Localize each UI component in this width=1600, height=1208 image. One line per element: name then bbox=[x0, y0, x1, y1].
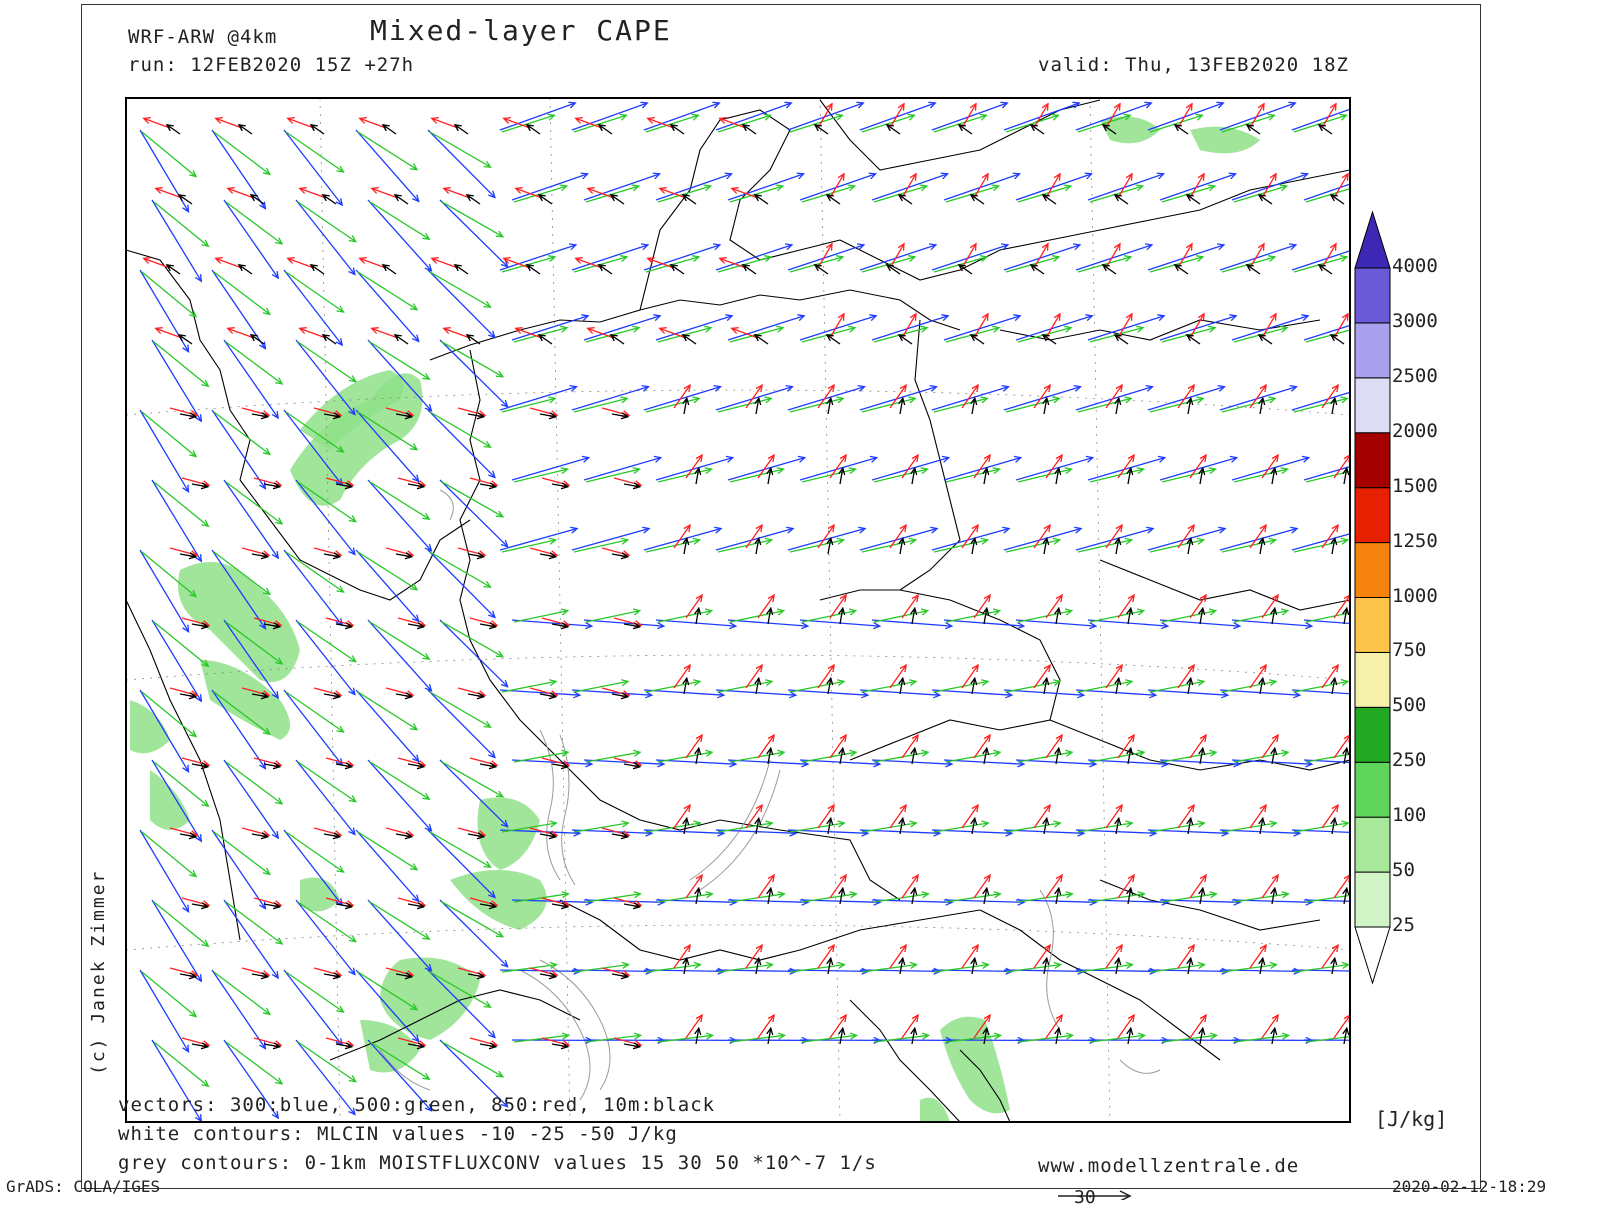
colorbar-tick-label: 3000 bbox=[1392, 310, 1438, 332]
colorbar-segment bbox=[1355, 817, 1390, 872]
colorbar-segment bbox=[1355, 268, 1390, 323]
colorbar-segment bbox=[1355, 378, 1390, 433]
legend-white-contours: white contours: MLCIN values -10 -25 -50… bbox=[118, 1123, 678, 1145]
colorbar-segment bbox=[1355, 872, 1390, 927]
wind-vector-head bbox=[1378, 1037, 1384, 1043]
colorbar-tick-label: 2000 bbox=[1392, 420, 1438, 442]
wind-vector-head bbox=[1354, 1033, 1361, 1039]
legend-grey-contours: grey contours: 0-1km MOISTFLUXCONV value… bbox=[118, 1152, 877, 1174]
colorbar-tick-label: 100 bbox=[1392, 804, 1426, 826]
colorbar-unit: [J/kg] bbox=[1375, 1107, 1447, 1131]
colorbar-segment bbox=[1355, 762, 1390, 817]
colorbar-high-triangle bbox=[1355, 212, 1390, 268]
colorbar-tick-label: 25 bbox=[1392, 914, 1415, 936]
timestamp-label: 2020-02-12-18:29 bbox=[1392, 1177, 1546, 1196]
credit-label: (c) Janek Zimmer bbox=[88, 870, 109, 1075]
vector-scale-value: 30 bbox=[1074, 1187, 1096, 1208]
colorbar-segment bbox=[1355, 598, 1390, 653]
colorbar-tick-label: 500 bbox=[1392, 694, 1426, 716]
wind-vector-head bbox=[1373, 173, 1380, 179]
colorbar-low-triangle bbox=[1355, 927, 1390, 983]
colorbar-tick-label: 250 bbox=[1392, 749, 1426, 771]
colorbar-segment bbox=[1355, 323, 1390, 378]
legend-vectors: vectors: 300:blue, 500:green, 850:red, 1… bbox=[118, 1094, 715, 1116]
wind-vector-head bbox=[1360, 102, 1367, 108]
website-label: www.modellzentrale.de bbox=[1038, 1155, 1299, 1177]
colorbar-segment bbox=[1355, 652, 1390, 707]
colorbar-tick-label: 1500 bbox=[1392, 475, 1438, 497]
colorbar-segment bbox=[1355, 707, 1390, 762]
colorbar-segment bbox=[1355, 543, 1390, 598]
colorbar-tick-label: 1250 bbox=[1392, 530, 1438, 552]
software-label: GrADS: COLA/IGES bbox=[6, 1177, 160, 1196]
colorbar-tick-label: 4000 bbox=[1392, 255, 1438, 277]
colorbar bbox=[1355, 212, 1390, 983]
colorbar-tick-label: 750 bbox=[1392, 639, 1426, 661]
colorbar-tick-label: 1000 bbox=[1392, 585, 1438, 607]
colorbar-segment bbox=[1355, 433, 1390, 488]
colorbar-segment bbox=[1355, 488, 1390, 543]
colorbar-tick-label: 2500 bbox=[1392, 365, 1438, 387]
wind-vector-head bbox=[1352, 185, 1359, 191]
colorbar-tick-label: 50 bbox=[1392, 859, 1415, 881]
